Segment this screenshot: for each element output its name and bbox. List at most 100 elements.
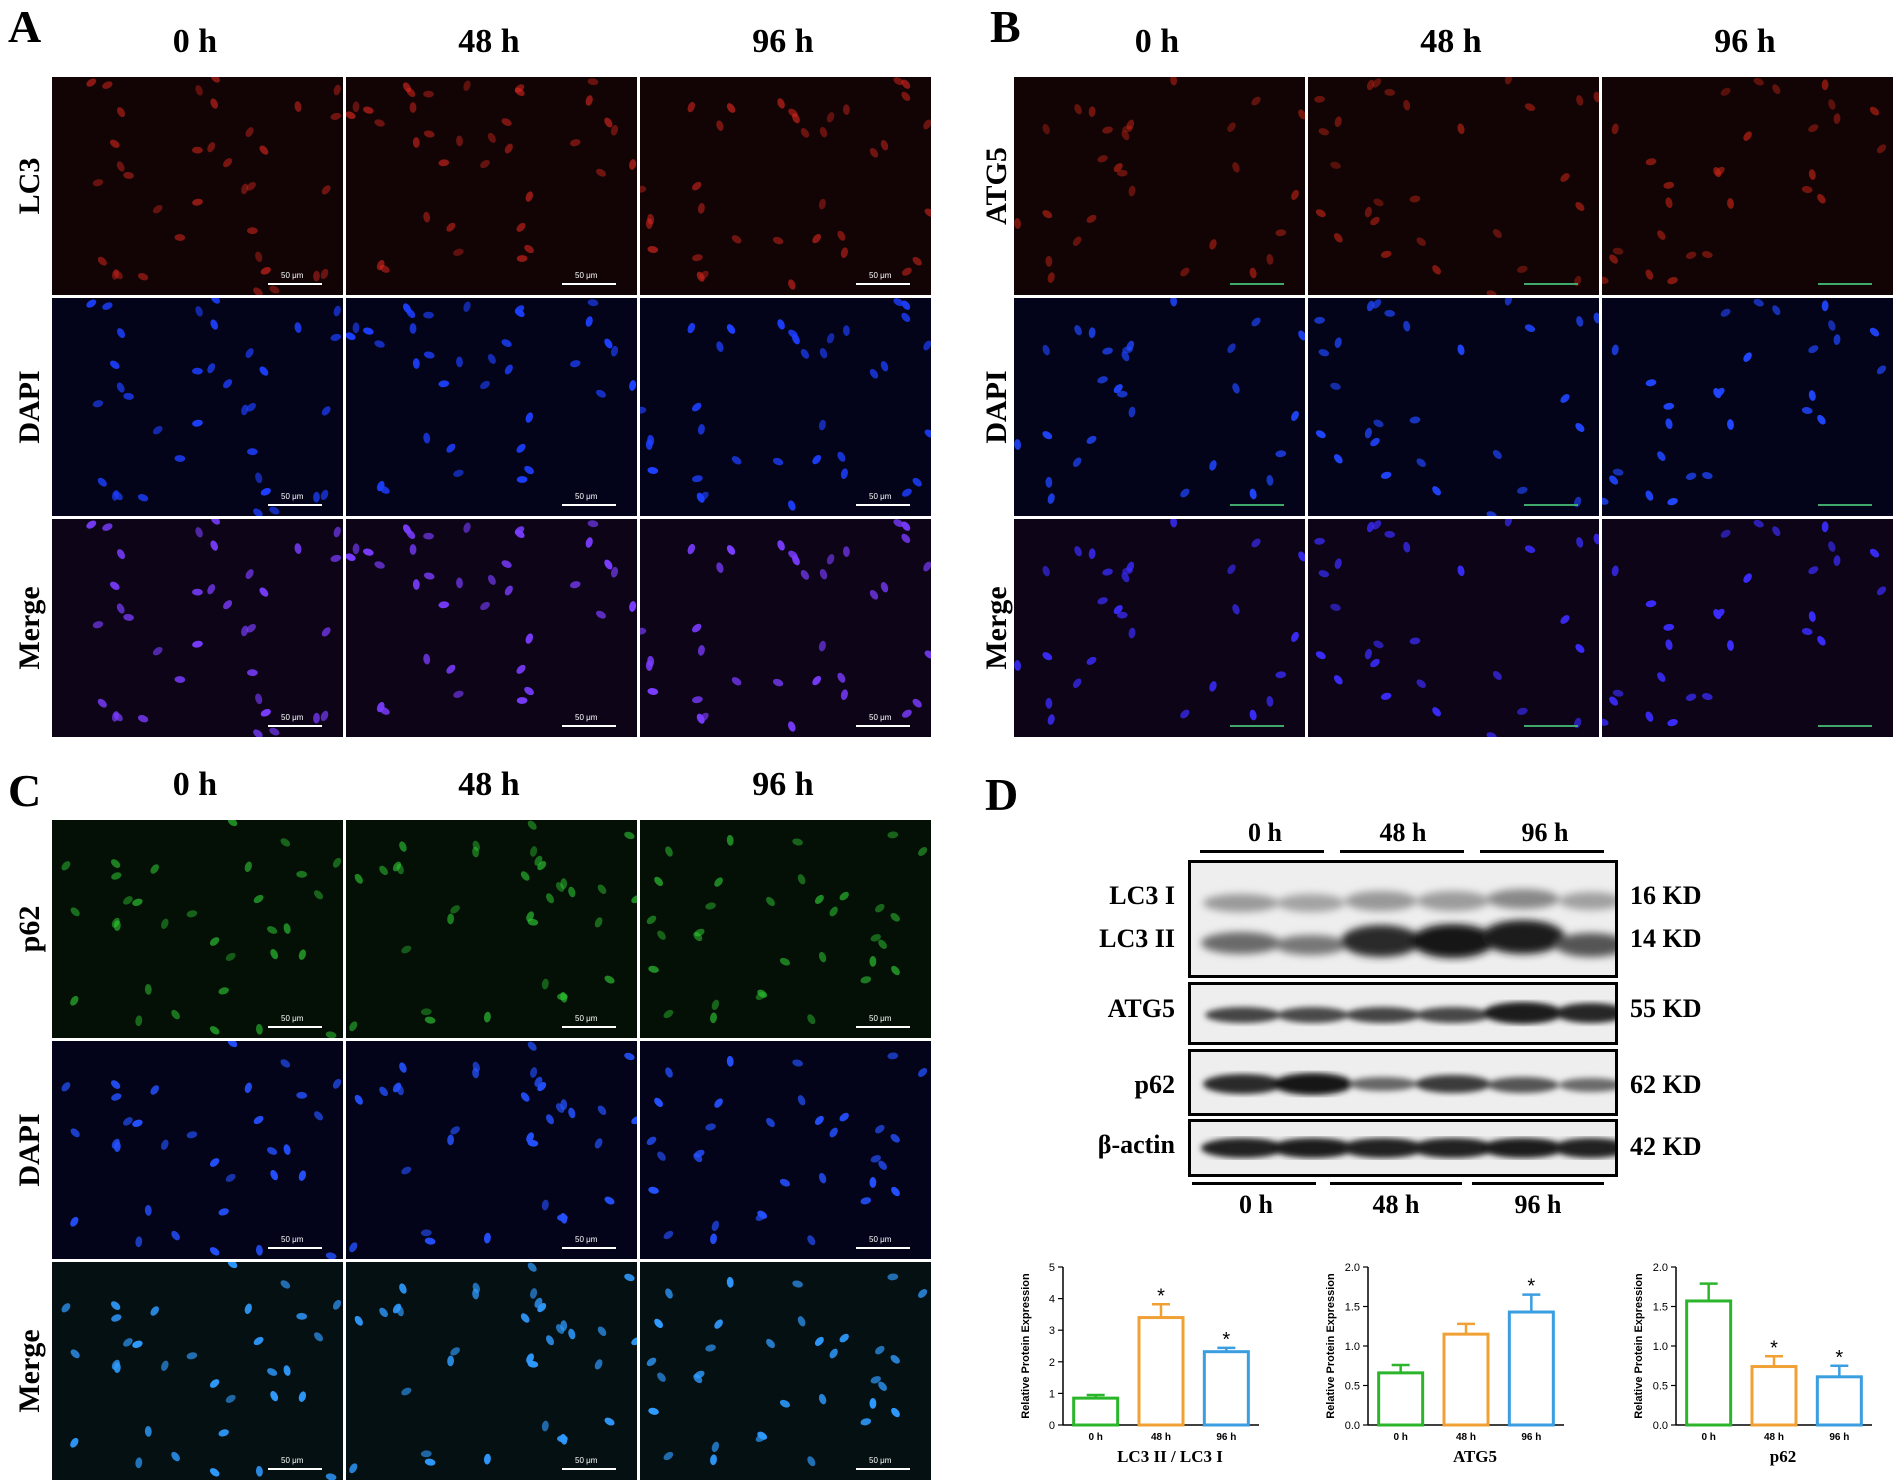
bar: [1507, 1310, 1555, 1427]
nucleus: [792, 555, 800, 566]
y-tick-label: 2.0: [1345, 1262, 1360, 1274]
nucleus: [102, 81, 113, 89]
bar: [1072, 1396, 1120, 1427]
y-tick-label: 1.5: [1653, 1302, 1668, 1314]
nucleus: [818, 951, 827, 963]
nucleus: [246, 181, 256, 191]
nucleus: [657, 1372, 666, 1382]
nucleus: [1876, 144, 1887, 154]
nucleus: [447, 1355, 455, 1367]
nucleus: [110, 1301, 121, 1310]
scale-bar-label: 50 μm: [575, 492, 598, 501]
nucleus: [631, 895, 637, 904]
micrograph-cell: 50 μm: [346, 298, 637, 516]
nucleus: [663, 1230, 674, 1240]
nucleus: [1663, 402, 1675, 410]
nucleus: [110, 1080, 121, 1089]
chart-x-label: LC3 II / LC3 I: [1117, 1447, 1223, 1466]
nucleus: [527, 820, 537, 830]
scale-bar: [856, 283, 910, 285]
nucleus: [483, 1453, 491, 1465]
nucleus: [766, 896, 775, 907]
bar: [1750, 1365, 1798, 1427]
nucleus: [346, 111, 356, 119]
nucleus: [860, 1418, 872, 1426]
nucleus: [409, 102, 417, 113]
nucleus: [1373, 640, 1384, 649]
nucleus: [313, 270, 320, 282]
nucleus: [524, 465, 534, 475]
nucleus: [423, 572, 435, 580]
nucleus: [1821, 300, 1829, 312]
nucleus: [839, 891, 849, 901]
nucleus: [697, 424, 705, 435]
nucleus: [818, 640, 826, 652]
nucleus: [152, 204, 163, 214]
nucleus: [225, 952, 236, 961]
column-header: 48 h: [1420, 23, 1482, 60]
nucleus: [447, 1134, 455, 1146]
nucleus: [699, 270, 709, 280]
nucleus: [255, 693, 263, 705]
nucleus: [420, 1229, 432, 1237]
nucleus: [837, 672, 846, 683]
nucleus: [313, 1111, 324, 1121]
nucleus: [152, 646, 163, 656]
nucleus: [901, 91, 911, 101]
scale-bar: [268, 283, 322, 285]
nucleus: [1314, 95, 1325, 103]
nucleus: [624, 1052, 635, 1061]
nucleus: [1457, 344, 1465, 356]
bar: [1137, 1316, 1185, 1427]
nucleus: [520, 1092, 530, 1102]
nucleus: [453, 248, 464, 256]
nucleus: [267, 926, 278, 934]
nucleus: [123, 392, 134, 400]
nucleus: [97, 256, 107, 266]
nucleus: [1102, 568, 1113, 576]
nucleus: [1014, 660, 1022, 671]
nucleus: [174, 234, 186, 241]
nucleus: [1116, 611, 1128, 619]
nucleus: [330, 112, 342, 120]
nucleus: [137, 715, 149, 723]
nucleus: [207, 142, 216, 153]
nucleus: [330, 333, 342, 341]
nucleus: [86, 299, 97, 308]
nucleus: [401, 1166, 412, 1175]
nucleus: [875, 1345, 885, 1355]
nucleus: [1275, 671, 1287, 679]
nucleus: [800, 349, 810, 359]
nucleus: [456, 356, 463, 368]
nucleus: [647, 467, 659, 474]
nucleus: [117, 549, 125, 560]
nucleus: [629, 601, 637, 612]
nucleus: [423, 351, 435, 359]
nucleus: [818, 419, 826, 431]
nucleus: [195, 85, 203, 96]
nucleus: [1116, 169, 1128, 177]
nucleus: [541, 1199, 549, 1211]
micrograph-image: [346, 78, 637, 273]
nucleus: [137, 273, 149, 281]
scale-bar-label: 50 μm: [575, 1014, 598, 1023]
nucleus: [313, 712, 320, 724]
nucleus: [1384, 309, 1396, 317]
micrograph-image: [1314, 298, 1599, 516]
bar: [1815, 1375, 1863, 1427]
nucleus: [463, 80, 471, 91]
scale-bar-label: 50 μm: [575, 271, 598, 280]
micrograph-image: [1602, 77, 1887, 285]
row-label: DAPI: [13, 370, 46, 444]
nucleus: [1667, 498, 1678, 506]
micrograph-cell: [1602, 519, 1893, 737]
nucleus: [1180, 267, 1190, 277]
nucleus: [241, 625, 249, 637]
nucleus: [270, 1170, 279, 1181]
nucleus: [1576, 316, 1584, 327]
nucleus: [880, 140, 889, 151]
y-tick-label: 0: [1049, 1420, 1055, 1432]
nucleus: [1663, 623, 1675, 631]
nucleus: [788, 721, 796, 732]
nucleus: [777, 540, 785, 551]
